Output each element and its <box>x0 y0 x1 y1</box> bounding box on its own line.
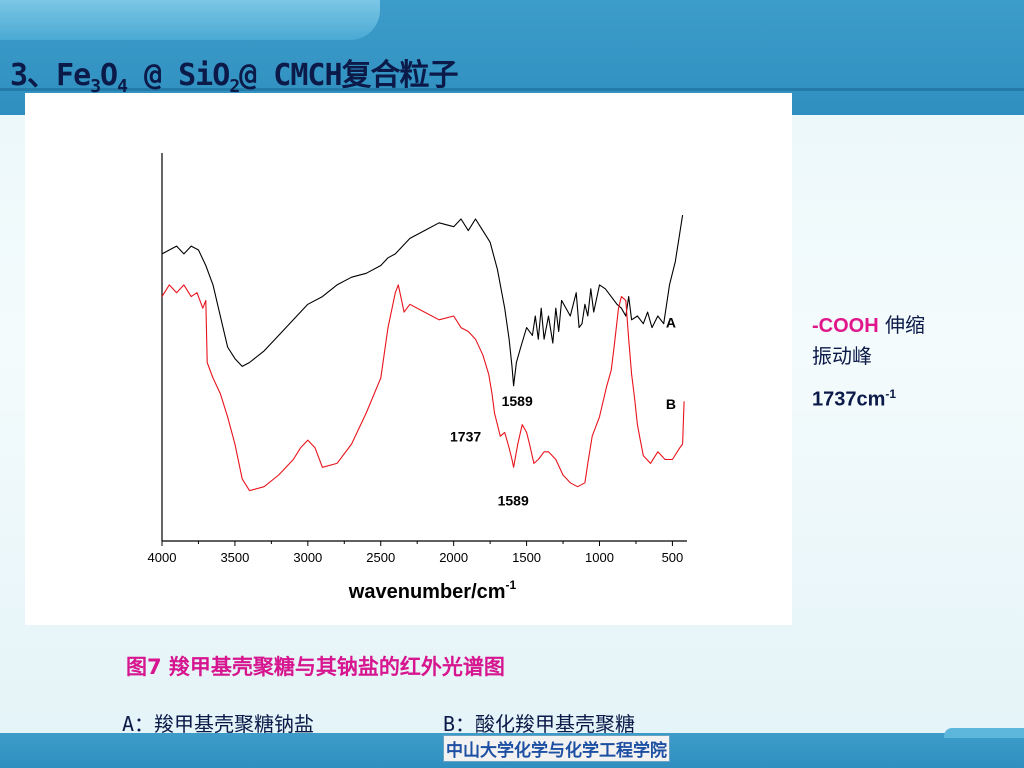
header-tab-decoration <box>0 0 380 40</box>
x-tick-label: 4000 <box>148 550 177 565</box>
note-line-2: 振动峰 <box>812 344 872 368</box>
x-tick-label: 2000 <box>439 550 468 565</box>
cooh-group-label: -COOH <box>812 315 879 337</box>
x-tick-label: 1500 <box>512 550 541 565</box>
legend-b-description: B：酸化羧甲基壳聚糖 <box>443 712 636 736</box>
ir-spectrum-chart: 4000 3500 3000 2500 2000 1500 1000 500 wavenumbe… <box>148 153 687 603</box>
header-divider-line <box>0 88 1024 91</box>
peak-annotation: 1589 <box>498 493 529 509</box>
slide-title: 3、Fe3O4 @ SiO2@ CMCH复合粒子 <box>10 50 459 97</box>
footer-tab-decoration <box>944 728 1024 738</box>
title-part: 3、Fe <box>10 58 91 93</box>
figure-caption: 图7 羧甲基壳聚糖与其钠盐的红外光谱图 <box>126 655 505 679</box>
x-axis-label: wavenumber/cm-1 <box>348 578 517 603</box>
x-tick-label: 3000 <box>293 550 322 565</box>
x-tick-label: 1000 <box>585 550 614 565</box>
peak-annotation: 1737 <box>450 428 481 444</box>
title-subscript: 2 <box>229 76 240 97</box>
footer-institution-label: 中山大学化学与化学工程学院 <box>443 735 670 762</box>
title-part: @ SiO <box>126 58 230 93</box>
legend-a-description: A：羧甲基壳聚糖钠盐 <box>122 712 315 736</box>
cooh-peak-value: 1737cm-1 <box>812 379 1012 415</box>
peak-value-unit-sup: -1 <box>885 387 897 401</box>
peak-annotation: B <box>666 396 676 412</box>
peak-annotation: A <box>666 315 676 331</box>
peak-value-number: 1737cm <box>812 388 886 411</box>
ir-spectrum-figure: 4000 3500 3000 2500 2000 1500 1000 500 wavenumbe… <box>25 93 792 625</box>
x-tick-label: 500 <box>662 550 684 565</box>
peak-annotation: 1589 <box>502 393 533 409</box>
title-part: O <box>100 58 118 93</box>
title-subscript: 3 <box>90 76 101 97</box>
x-tick-label: 3500 <box>220 550 249 565</box>
title-subscript: 4 <box>117 76 128 97</box>
cooh-peak-note: -COOH 伸缩 振动峰 1737cm-1 <box>812 310 1012 415</box>
note-line-1: -COOH 伸缩 <box>812 310 1012 341</box>
title-part: @ CMCH复合粒子 <box>239 58 458 93</box>
series-line-a <box>161 215 684 387</box>
x-tick-label: 2500 <box>366 550 395 565</box>
series-line-b <box>161 284 685 492</box>
cooh-group-desc: 伸缩 <box>878 313 926 337</box>
